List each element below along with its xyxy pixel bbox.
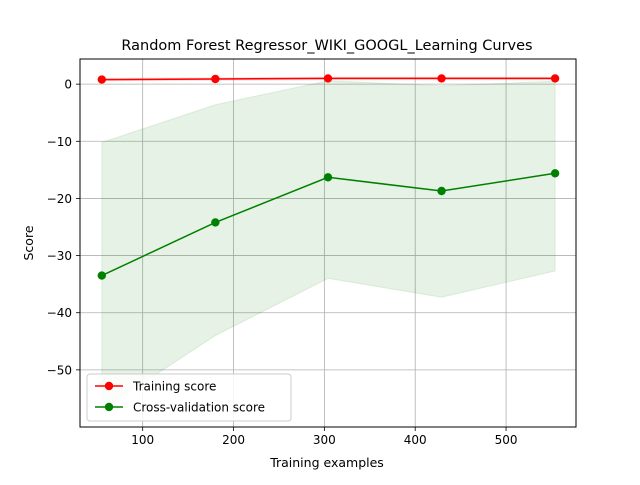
series-point-0 — [211, 74, 220, 84]
legend-label: Cross-validation score — [133, 401, 265, 415]
x-tick-label: 300 — [313, 433, 336, 447]
x-tick-label: 200 — [222, 433, 245, 447]
legend-box — [86, 373, 292, 422]
y-tick-label: −20 — [47, 192, 72, 206]
x-tick-label: 400 — [404, 433, 427, 447]
x-tick-label: 100 — [131, 433, 154, 447]
y-tick-label: 0 — [64, 78, 72, 92]
series-point-0 — [323, 74, 333, 83]
series-point-1 — [437, 186, 446, 196]
series-point-1 — [97, 271, 107, 280]
legend-marker — [104, 402, 114, 412]
legend-label: Training score — [132, 380, 216, 394]
y-axis-label: Score — [21, 225, 36, 260]
score-band-1 — [101, 80, 556, 411]
legend: Training score Cross-validation score — [86, 373, 292, 422]
score-lines — [97, 74, 560, 280]
series-point-0 — [550, 74, 560, 83]
axis-ticks: 100 200 300 400 500 0 −10 −20 −30 −40 −50 — [47, 78, 518, 447]
x-tick-label: 500 — [495, 433, 518, 447]
grid — [80, 59, 576, 427]
plot-frame — [79, 58, 577, 428]
y-tick-label: −50 — [47, 363, 72, 377]
y-tick-label: −10 — [47, 135, 72, 149]
chart-title: Random Forest Regressor_WIKI_GOOGL_Learn… — [121, 38, 532, 54]
y-tick-label: −30 — [47, 249, 72, 263]
x-axis-label: Training examples — [269, 455, 384, 470]
series-point-1 — [211, 218, 220, 227]
y-tick-label: −40 — [47, 306, 72, 320]
series-point-0 — [97, 75, 107, 84]
series-point-1 — [323, 173, 333, 182]
series-point-1 — [550, 169, 560, 178]
legend-marker — [104, 381, 114, 391]
series-point-0 — [437, 74, 446, 83]
